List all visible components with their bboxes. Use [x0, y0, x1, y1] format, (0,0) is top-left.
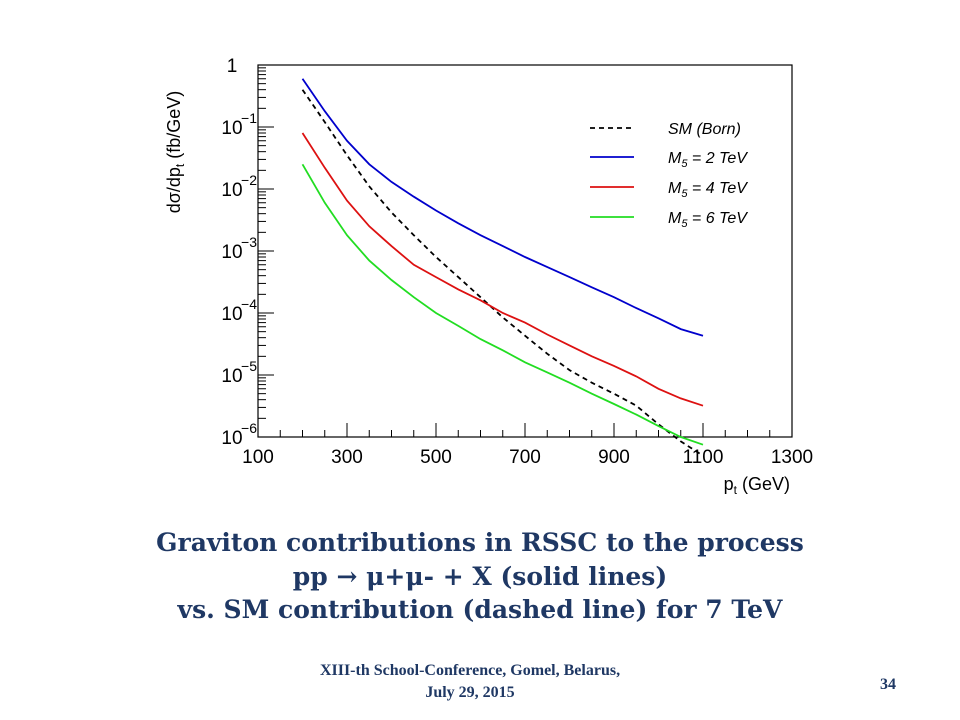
series-line-1 [301, 78, 704, 337]
x-tick-label: 700 [509, 447, 541, 468]
y-tick-exponent: −2 [241, 172, 257, 188]
footer-conference: XIII-th School-Conference, Gomel, Belaru… [255, 660, 685, 704]
x-tick-label: 900 [598, 447, 630, 468]
y-tick-label: 10 [221, 118, 242, 139]
caption-line-3: vs. SM contribution (dashed line) for 7 … [177, 595, 783, 624]
y-tick-exponent: −1 [241, 110, 257, 126]
series-line-2 [301, 132, 704, 407]
legend-label-1: M5 = 2 TeV [668, 150, 748, 170]
caption-line-2: pp → μ+μ- + X (solid lines) [292, 562, 668, 591]
page-number: 34 [880, 676, 896, 693]
series-line-0 [301, 89, 704, 457]
legend-label-0: SM (Born) [668, 121, 741, 138]
y-tick-label: 10 [221, 304, 242, 325]
y-tick-exponent: −4 [241, 296, 257, 312]
legend-label-2: M5 = 4 TeV [668, 180, 748, 200]
y-tick-label: 1 [227, 56, 238, 77]
caption-line-1: Graviton contributions in RSSC to the pr… [156, 528, 804, 557]
y-axis-label: dσ/dpt (fb/GeV) [164, 91, 187, 214]
series-group [301, 78, 704, 457]
footer-conference-name: XIII-th School-Conference, Gomel, Belaru… [319, 662, 621, 679]
y-tick-exponent: −5 [241, 358, 257, 374]
y-tick-exponent: −3 [241, 234, 257, 250]
y-tick-label: 10 [221, 428, 242, 449]
x-tick-label: 1100 [683, 447, 724, 468]
y-tick-label: 10 [221, 366, 242, 387]
x-tick-label: 500 [420, 447, 452, 468]
x-axis-label: pt (GeV) [724, 474, 790, 497]
legend-label-3: M5 = 6 TeV [668, 210, 748, 230]
y-tick-exponent: −6 [241, 420, 257, 436]
series-line-3 [301, 163, 704, 446]
x-tick-label: 1300 [771, 447, 813, 468]
y-tick-label: 10 [221, 180, 242, 201]
x-tick-label: 100 [242, 447, 274, 468]
footer-date: July 29, 2015 [425, 684, 515, 701]
y-tick-label: 10 [221, 242, 242, 263]
plot: 100 300 500 700 900 1100 1300110−110−210−310−4… [164, 56, 813, 497]
x-tick-label: 300 [331, 447, 363, 468]
